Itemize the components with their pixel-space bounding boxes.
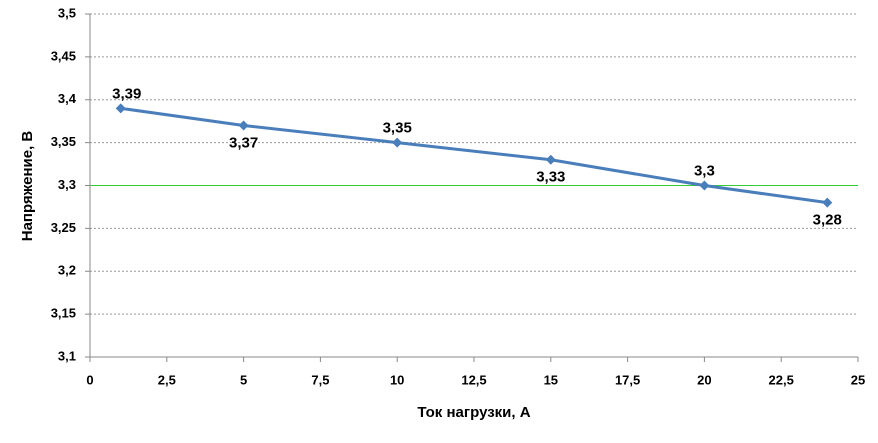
data-label: 3,3 bbox=[694, 162, 715, 179]
data-label: 3,33 bbox=[536, 169, 565, 186]
y-axis-label: Напряжение, В bbox=[19, 131, 36, 242]
x-tick-label: 2,5 bbox=[158, 372, 176, 387]
x-axis-label: Ток нагрузки, А bbox=[417, 404, 530, 421]
y-tick-label: 3,15 bbox=[51, 306, 76, 321]
x-tick-label: 5 bbox=[240, 372, 247, 387]
x-tick-label: 15 bbox=[544, 372, 558, 387]
data-label: 3,37 bbox=[229, 134, 258, 151]
data-point bbox=[699, 180, 710, 191]
data-point bbox=[822, 197, 833, 208]
x-tick-label: 0 bbox=[86, 372, 93, 387]
x-tick-label: 7,5 bbox=[311, 372, 329, 387]
y-tick-label: 3,2 bbox=[58, 263, 76, 278]
x-tick-label: 25 bbox=[851, 372, 865, 387]
data-line bbox=[120, 106, 828, 205]
x-tick-label: 12,5 bbox=[461, 372, 486, 387]
y-tick-label: 3,25 bbox=[51, 220, 76, 235]
y-tick-label: 3,4 bbox=[58, 91, 77, 106]
data-point bbox=[392, 137, 403, 148]
x-tick-label: 22,5 bbox=[769, 372, 794, 387]
x-tick-label: 20 bbox=[697, 372, 711, 387]
y-tick-label: 3,1 bbox=[58, 348, 76, 363]
y-tick-label: 3,45 bbox=[51, 48, 76, 63]
data-point bbox=[545, 154, 556, 165]
data-label: 3,39 bbox=[112, 85, 141, 102]
data-point bbox=[238, 120, 249, 131]
x-tick-label: 10 bbox=[390, 372, 404, 387]
y-tick-label: 3,35 bbox=[51, 134, 76, 149]
x-tick-label: 17,5 bbox=[615, 372, 640, 387]
data-label: 3,35 bbox=[383, 120, 412, 137]
data-point bbox=[115, 103, 126, 114]
y-tick-label: 3,5 bbox=[58, 5, 76, 20]
data-label: 3,28 bbox=[813, 212, 842, 229]
y-tick-label: 3,3 bbox=[58, 177, 76, 192]
